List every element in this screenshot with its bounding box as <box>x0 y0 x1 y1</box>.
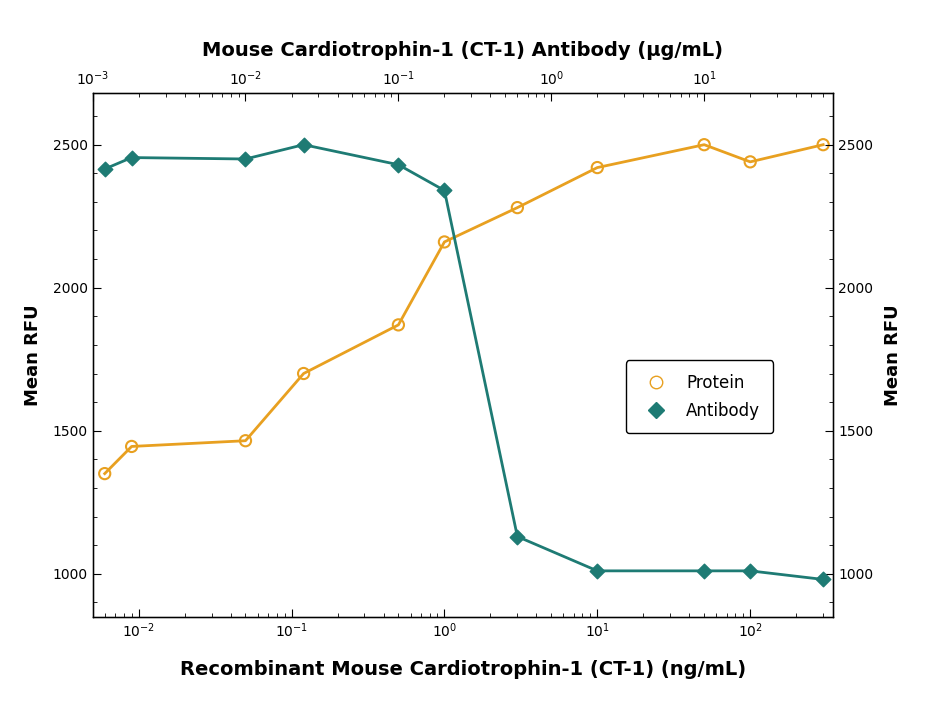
Point <box>816 139 831 151</box>
Point <box>816 574 831 585</box>
Point <box>391 319 406 331</box>
Point <box>391 159 406 171</box>
Point <box>124 441 139 452</box>
Y-axis label: Mean RFU: Mean RFU <box>23 304 42 406</box>
Point <box>590 162 605 174</box>
Point <box>590 565 605 576</box>
Point <box>437 236 452 247</box>
Point <box>296 368 311 379</box>
Point <box>124 152 139 163</box>
Legend: Protein, Antibody: Protein, Antibody <box>626 361 773 433</box>
Point <box>696 565 711 576</box>
X-axis label: Recombinant Mouse Cardiotrophin-1 (CT-1) (ng/mL): Recombinant Mouse Cardiotrophin-1 (CT-1)… <box>180 660 746 678</box>
Point <box>238 435 253 447</box>
Point <box>510 202 525 214</box>
Point <box>437 185 452 196</box>
Y-axis label: Mean RFU: Mean RFU <box>884 304 903 406</box>
Point <box>743 156 757 168</box>
Point <box>743 565 757 576</box>
Point <box>510 531 525 542</box>
Point <box>238 153 253 165</box>
Point <box>97 163 112 175</box>
Point <box>97 468 112 480</box>
X-axis label: Mouse Cardiotrophin-1 (CT-1) Antibody (μg/mL): Mouse Cardiotrophin-1 (CT-1) Antibody (μ… <box>203 41 723 60</box>
Point <box>696 139 711 151</box>
Point <box>296 139 311 151</box>
